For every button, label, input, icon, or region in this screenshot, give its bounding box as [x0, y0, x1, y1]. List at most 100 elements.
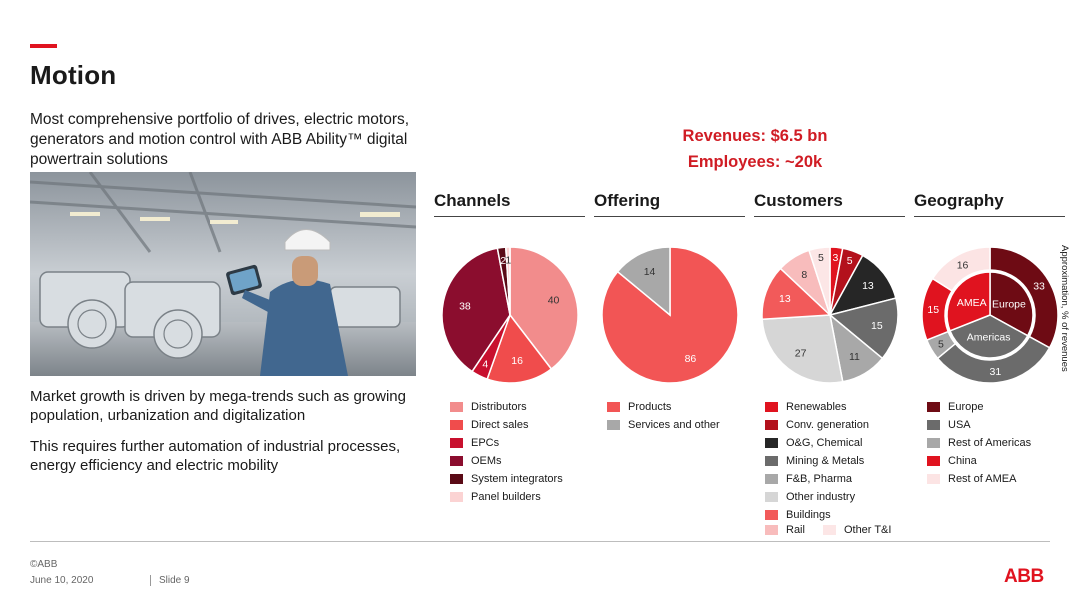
legend-item-other-industry: Other industry	[765, 488, 869, 506]
data-label-usa: 31	[990, 366, 1002, 378]
legend-label: USA	[948, 419, 971, 431]
data-label-panel-builders: 1	[505, 255, 511, 267]
region-label-americas: Americas	[967, 331, 1011, 343]
legend-swatch	[927, 420, 940, 430]
legend-swatch	[450, 438, 463, 448]
data-label-system-integrators: 2	[500, 255, 506, 267]
data-label-buildings: 13	[779, 293, 791, 305]
pie-slice-o-g-chemical	[828, 254, 897, 317]
data-label-renewables: 3	[833, 252, 839, 264]
copyright: ©ABB	[30, 559, 58, 570]
customers-legend: Renewables Conv. generation O&G, Chemical M…	[765, 398, 869, 524]
legend-swatch	[765, 438, 778, 448]
legend-label: Direct sales	[471, 419, 529, 431]
legend-label: Products	[628, 401, 672, 413]
pie-slice-direct-sales	[486, 313, 553, 384]
legend-label: System integrators	[471, 473, 563, 485]
customers-heading: Customers	[754, 191, 905, 217]
customers-legend-bottom-row: Rail Other T&I	[765, 524, 909, 536]
pie-slice-other-t-i	[808, 246, 831, 316]
legend-swatch	[450, 420, 463, 430]
legend-label: China	[948, 455, 977, 467]
geography-pie-chart: 33 31 5 15 16 Europe Americas AMEA	[921, 246, 1059, 384]
pie-slice-rest-of-amea	[931, 246, 991, 292]
offering-pie-chart: 86 14	[601, 246, 739, 384]
legend-item-conv-generation: Conv. generation	[765, 416, 869, 434]
legend-item-direct-sales: Direct sales	[450, 416, 563, 434]
legend-swatch	[927, 438, 940, 448]
legend-label: Panel builders	[471, 491, 541, 503]
legend-label: Other industry	[786, 491, 856, 503]
data-label-epcs: 4	[482, 359, 488, 371]
footer-divider	[30, 541, 1050, 542]
region-slice-europe	[989, 271, 1034, 337]
accent-bar	[30, 44, 57, 48]
legend-swatch	[927, 402, 940, 412]
data-label-china: 15	[927, 304, 939, 316]
market-growth-text: Market growth is driven by mega-trends s…	[30, 388, 406, 424]
legend-swatch	[765, 492, 778, 502]
legend-item-buildings: Buildings	[765, 506, 869, 524]
legend-item-rail: Rail	[765, 524, 805, 536]
legend-label: Rest of Americas	[948, 437, 1032, 449]
legend-label: OEMs	[471, 455, 502, 467]
legend-label: Rail	[786, 524, 805, 536]
channels-legend: Distributors Direct sales EPCs OEMs System i…	[450, 398, 563, 506]
legend-label: Renewables	[786, 401, 847, 413]
legend-label: Conv. generation	[786, 419, 869, 431]
legend-swatch	[927, 474, 940, 484]
data-label-europe: 33	[1033, 280, 1045, 292]
pie-slice-oems	[441, 247, 511, 373]
legend-label: Rest of AMEA	[948, 473, 1017, 485]
data-label-rail: 8	[801, 269, 807, 281]
legend-label: Buildings	[786, 509, 831, 521]
data-label-other-t-i: 5	[818, 252, 824, 264]
legend-swatch	[450, 456, 463, 466]
geography-legend: Europe USA Rest of Americas China Rest of AM…	[927, 398, 1031, 488]
legend-swatch	[450, 492, 463, 502]
pie-slice-distributors	[509, 246, 579, 371]
legend-item-system-integrators: System integrators	[450, 470, 563, 488]
legend-item-rest-of-amea: Rest of AMEA	[927, 470, 1031, 488]
legend-item-f-b-pharma: F&B, Pharma	[765, 470, 869, 488]
legend-item-europe: Europe	[927, 398, 1031, 416]
offering-legend: Products Services and other	[607, 398, 720, 434]
legend-label: Services and other	[628, 419, 720, 431]
employees-text: Employees: ~20k	[687, 153, 823, 171]
pie-slice-other-industry	[761, 314, 844, 384]
legend-swatch	[765, 456, 778, 466]
legend-label: Distributors	[471, 401, 527, 413]
slide-number: Slide 9	[150, 575, 190, 586]
pie-slice-panel-builders	[504, 246, 511, 316]
abb-logo: ABB	[1004, 566, 1044, 587]
legend-label: Mining & Metals	[786, 455, 865, 467]
legend-item-products: Products	[607, 398, 720, 416]
data-label-services-and-other: 14	[644, 266, 656, 278]
approximation-note: Approximation, % of revenues	[1059, 245, 1070, 372]
channels-heading: Channels	[434, 191, 585, 217]
legend-item-services-and-other: Services and other	[607, 416, 720, 434]
legend-item-distributors: Distributors	[450, 398, 563, 416]
automation-text: This requires further automation of indu…	[30, 438, 401, 474]
data-label-oems: 38	[459, 300, 471, 312]
page-title: Motion	[30, 60, 117, 90]
legend-swatch	[765, 402, 778, 412]
legend-label: Europe	[948, 401, 984, 413]
legend-item-oems: OEMs	[450, 452, 563, 470]
data-label-distributors: 40	[548, 295, 560, 307]
data-label-rest-of-amea: 16	[957, 260, 969, 272]
legend-item-panel-builders: Panel builders	[450, 488, 563, 506]
legend-swatch	[765, 510, 778, 520]
data-label-other-industry: 27	[795, 347, 807, 359]
legend-item-epcs: EPCs	[450, 434, 563, 452]
legend-item-china: China	[927, 452, 1031, 470]
factory-worker-photo	[30, 172, 416, 376]
legend-swatch	[607, 402, 620, 412]
legend-swatch	[607, 420, 620, 430]
legend-swatch	[765, 420, 778, 430]
legend-label: EPCs	[471, 437, 500, 449]
data-label-rest-of-americas: 5	[938, 339, 944, 351]
region-slice-amea	[946, 271, 991, 332]
region-slice-americas	[949, 314, 1029, 359]
